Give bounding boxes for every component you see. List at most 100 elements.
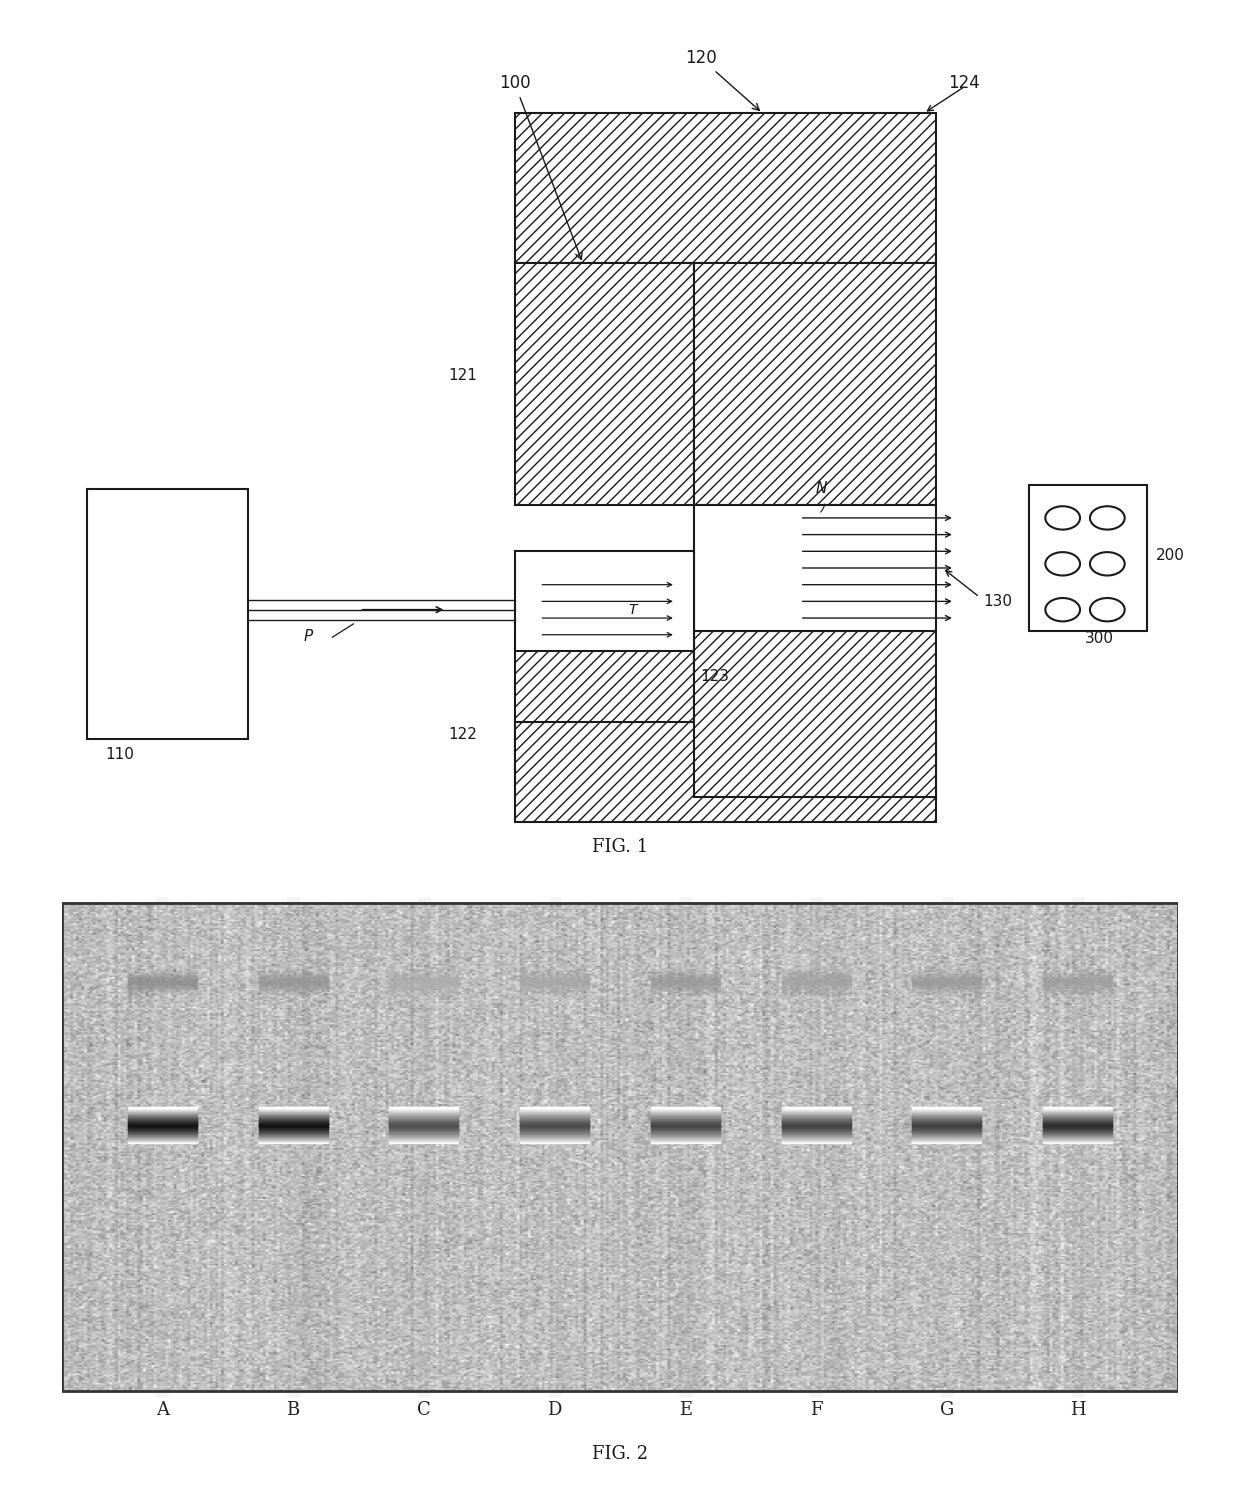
Bar: [781, 985, 851, 986]
Bar: [515, 551, 694, 651]
Bar: [651, 992, 720, 994]
Bar: [520, 980, 589, 983]
Text: 123: 123: [701, 669, 729, 684]
Bar: [913, 970, 981, 971]
Bar: [651, 979, 720, 980]
Bar: [259, 970, 327, 971]
Bar: [87, 489, 248, 739]
Bar: [389, 992, 459, 994]
Bar: [389, 986, 459, 988]
Bar: [781, 989, 851, 992]
Bar: [781, 979, 851, 980]
Bar: [520, 988, 589, 989]
Bar: [651, 980, 720, 983]
Bar: [128, 973, 197, 974]
Bar: [515, 630, 694, 797]
Bar: [1043, 980, 1112, 983]
Bar: [781, 974, 851, 977]
Bar: [259, 980, 327, 982]
Bar: [389, 988, 459, 989]
Bar: [781, 971, 851, 973]
Bar: [694, 630, 936, 797]
Bar: [389, 988, 459, 991]
Bar: [781, 977, 851, 979]
Bar: [651, 973, 720, 974]
Bar: [1043, 977, 1112, 979]
Bar: [128, 982, 197, 985]
Bar: [651, 986, 720, 988]
Bar: [913, 986, 981, 989]
Bar: [1043, 976, 1112, 979]
Bar: [520, 973, 589, 976]
Bar: [913, 973, 981, 976]
Bar: [128, 970, 197, 973]
Bar: [781, 973, 851, 976]
Bar: [1043, 989, 1112, 991]
Text: B: B: [286, 1401, 300, 1418]
Bar: [389, 974, 459, 977]
Bar: [781, 985, 851, 988]
Bar: [389, 985, 459, 988]
Bar: [520, 977, 589, 979]
Bar: [651, 989, 720, 992]
Bar: [1043, 970, 1112, 973]
Bar: [520, 992, 589, 995]
Bar: [520, 988, 589, 991]
Bar: [259, 988, 327, 991]
Bar: [259, 989, 327, 991]
Bar: [259, 991, 327, 992]
Bar: [781, 992, 851, 995]
Bar: [1043, 976, 1112, 977]
Bar: [781, 988, 851, 991]
Bar: [520, 989, 589, 992]
Bar: [781, 980, 851, 983]
Bar: [128, 976, 197, 977]
Text: 200: 200: [1156, 548, 1184, 563]
Text: D: D: [547, 1401, 562, 1418]
Bar: [520, 988, 589, 989]
Bar: [1043, 979, 1112, 982]
Bar: [913, 989, 981, 991]
Bar: [651, 979, 720, 982]
Bar: [520, 982, 589, 983]
Bar: [781, 970, 851, 973]
Bar: [259, 986, 327, 988]
Bar: [259, 992, 327, 994]
Bar: [781, 968, 851, 971]
Text: 130: 130: [983, 593, 1012, 608]
Bar: [913, 968, 981, 971]
Bar: [1043, 982, 1112, 983]
Bar: [913, 971, 981, 974]
Bar: [1043, 985, 1112, 986]
Bar: [520, 992, 589, 994]
Bar: [128, 979, 197, 980]
Bar: [651, 986, 720, 989]
Bar: [1043, 991, 1112, 992]
Bar: [781, 989, 851, 991]
Bar: [781, 988, 851, 989]
Bar: [913, 991, 981, 994]
Bar: [781, 986, 851, 989]
Bar: [1043, 971, 1112, 973]
Bar: [128, 976, 197, 979]
Bar: [520, 991, 589, 994]
Bar: [781, 982, 851, 985]
Bar: [259, 986, 327, 989]
Bar: [913, 980, 981, 982]
Bar: [128, 986, 197, 989]
Bar: [520, 991, 589, 992]
Bar: [781, 977, 851, 979]
Bar: [1043, 977, 1112, 980]
Bar: [694, 505, 936, 630]
Bar: [913, 989, 981, 992]
Bar: [515, 264, 694, 505]
Bar: [781, 979, 851, 982]
Bar: [259, 989, 327, 992]
Bar: [1043, 983, 1112, 985]
Circle shape: [1045, 553, 1080, 575]
Bar: [128, 980, 197, 983]
Bar: [651, 988, 720, 991]
Bar: [913, 992, 981, 995]
Bar: [520, 982, 589, 985]
Bar: [128, 989, 197, 992]
